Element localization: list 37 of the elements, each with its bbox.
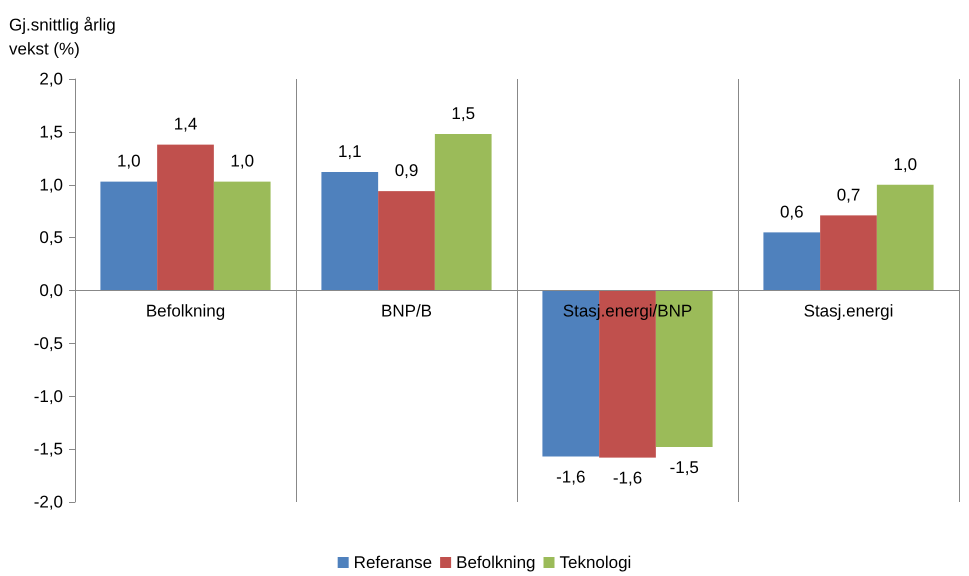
- data-label: 1,4: [174, 114, 198, 134]
- y-tick-label: -1,5: [34, 440, 63, 459]
- bar: [321, 172, 378, 290]
- data-label: 0,6: [780, 202, 804, 222]
- data-label: -1,6: [612, 468, 642, 488]
- data-label: 1,1: [338, 142, 362, 162]
- y-tick-label: 0,0: [39, 281, 63, 300]
- y-tick-label: 0,5: [39, 228, 63, 248]
- bar: [763, 232, 820, 290]
- y-tick-label: -0,5: [34, 334, 63, 353]
- y-tick-label: 1,5: [39, 122, 63, 142]
- data-label: -1,6: [556, 468, 586, 487]
- data-label: 0,7: [836, 185, 860, 204]
- data-label: 1,0: [116, 152, 141, 171]
- bar: [378, 191, 435, 290]
- y-tick-label: -2,0: [34, 492, 63, 512]
- legend-label: Teknologi: [560, 553, 632, 572]
- legend-label: Befolkning: [456, 553, 536, 572]
- x-tick-label: BNP/B: [380, 302, 432, 320]
- y-axis-title: Gj.snittlig årlig vekst (%): [9, 16, 116, 58]
- bar: [100, 182, 158, 290]
- bar: [214, 182, 271, 290]
- y-tick-label: 1,0: [39, 175, 63, 194]
- data-label: 1,0: [230, 152, 254, 171]
- data-label: 1,0: [893, 154, 918, 174]
- bar: [434, 134, 492, 290]
- bar: [820, 215, 877, 290]
- x-tick-label: Stasj.energi: [804, 302, 894, 320]
- bar: [876, 184, 934, 290]
- data-label: 0,9: [394, 161, 418, 180]
- data-label: 1,5: [451, 104, 476, 123]
- data-label: -1,5: [670, 458, 699, 478]
- bar: [157, 144, 214, 290]
- y-tick-label: -1,0: [34, 386, 63, 406]
- legend-label: Referanse: [354, 553, 432, 572]
- y-tick-label: 2,0: [39, 70, 63, 88]
- x-tick-label: Befolkning: [146, 302, 226, 320]
